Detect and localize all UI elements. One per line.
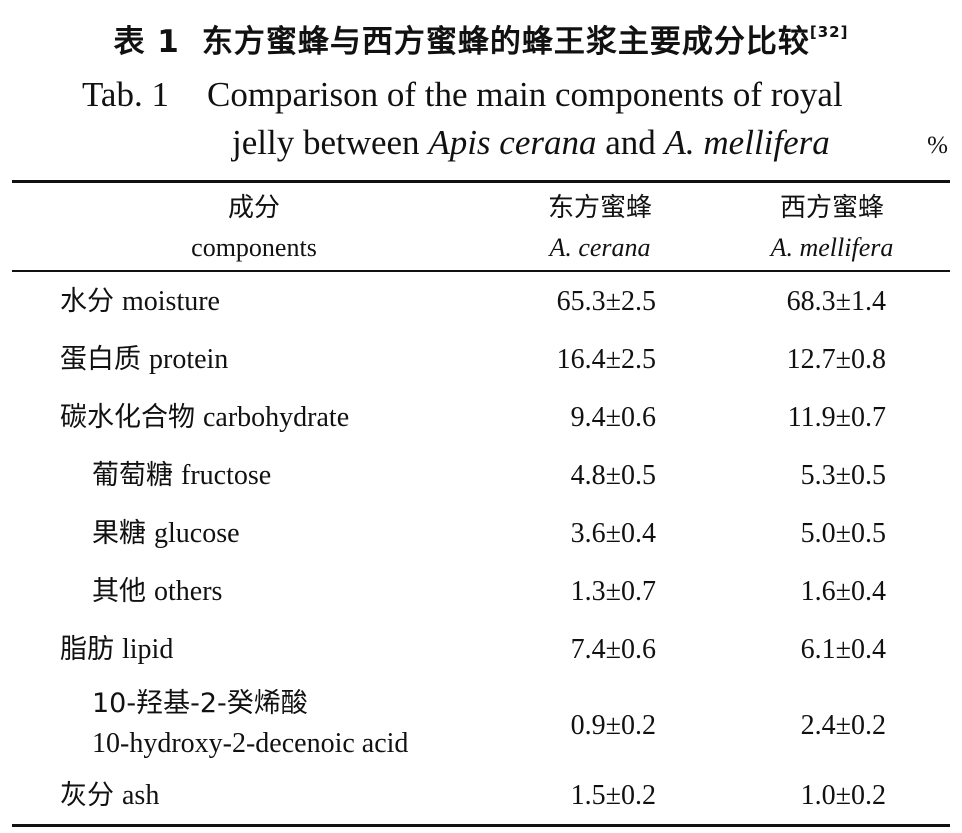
- column-header-mellifera: 西方蜜蜂 A. mellifera: [742, 188, 922, 268]
- cell-cerana-value: 16.4±2.5: [556, 344, 656, 375]
- table-title-english-line2: jelly between Apis cerana and A. mellife…: [232, 118, 830, 168]
- cell-mellifera-value: 5.3±0.5: [800, 460, 886, 491]
- row-label-en: moisture: [122, 286, 220, 317]
- cell-mellifera-value: 68.3±1.4: [786, 286, 886, 317]
- row-label-en: ash: [122, 780, 160, 811]
- cell-cerana-value: 4.8±0.5: [570, 460, 656, 491]
- cell-mellifera-value: 6.1±0.4: [800, 634, 886, 665]
- row-label: 蛋白质 protein: [60, 340, 228, 380]
- cell-cerana-value: 9.4±0.6: [570, 402, 656, 433]
- cell-mellifera-value: 11.9±0.7: [787, 402, 886, 433]
- reference-citation: [32]: [809, 23, 849, 41]
- column-header-components-en: components: [191, 233, 317, 262]
- row-label: 水分 moisture: [60, 282, 220, 322]
- cell-mellifera-value: 2.4±0.2: [800, 710, 886, 741]
- row-label-cn: 灰分: [60, 780, 114, 811]
- row-label-en: fructose: [181, 460, 272, 491]
- row-label-en: carbohydrate: [203, 402, 350, 433]
- table-number-en: Tab. 1: [82, 75, 169, 114]
- unit-label: %: [927, 132, 948, 159]
- row-label-cn: 蛋白质: [60, 344, 141, 375]
- column-header-mellifera-latin: A. mellifera: [770, 233, 894, 262]
- row-label-cn: 10-羟基-2-癸烯酸: [92, 688, 308, 719]
- row-label: 葡萄糖 fructose: [92, 456, 271, 496]
- table-top-rule: [12, 180, 950, 183]
- title-en-line2-part: jelly between: [232, 123, 429, 162]
- cell-cerana-value: 7.4±0.6: [570, 634, 656, 665]
- row-label: 其他 others: [92, 572, 222, 612]
- cell-cerana-value: 65.3±2.5: [556, 286, 656, 317]
- species-name-cerana: Apis cerana: [428, 123, 597, 162]
- row-label-cn: 果糖: [92, 518, 146, 549]
- row-label: 碳水化合物 carbohydrate: [60, 398, 349, 438]
- table-header-rule: [12, 270, 950, 272]
- cell-cerana-value: 0.9±0.2: [570, 710, 656, 741]
- column-header-components: 成分 components: [140, 188, 368, 268]
- table-bottom-rule: [12, 824, 950, 827]
- table-number-cn: 表 1: [113, 24, 180, 60]
- row-label-cn: 水分: [60, 286, 114, 317]
- cell-cerana-value: 1.5±0.2: [570, 780, 656, 811]
- row-label: 脂肪 lipid: [60, 630, 173, 670]
- row-label-cn: 碳水化合物: [60, 402, 195, 433]
- column-header-cerana: 东方蜜蜂 A. cerana: [510, 188, 690, 268]
- title-en-line2-and: and: [596, 123, 665, 162]
- row-label-cn: 其他: [92, 576, 146, 607]
- row-label-en: glucose: [154, 518, 240, 549]
- table-title-en-line1-text: Comparison of the main components of roy…: [206, 75, 843, 114]
- row-label-en: others: [154, 576, 223, 607]
- row-label: 10-羟基-2-癸烯酸 10-hydroxy-2-decenoic acid: [92, 684, 408, 764]
- column-header-cerana-cn: 东方蜜蜂: [547, 193, 652, 223]
- row-label-en: 10-hydroxy-2-decenoic acid: [92, 728, 409, 759]
- species-name-mellifera: A. mellifera: [664, 123, 830, 162]
- table-title-english-line1: Tab. 1 Comparison of the main components …: [82, 70, 843, 120]
- cell-cerana-value: 1.3±0.7: [570, 576, 656, 607]
- cell-mellifera-value: 5.0±0.5: [800, 518, 886, 549]
- table-title-cn-text: 东方蜜蜂与西方蜜蜂的蜂王浆主要成分比较: [201, 24, 810, 60]
- row-label-en: protein: [149, 344, 229, 375]
- cell-mellifera-value: 1.6±0.4: [800, 576, 886, 607]
- row-label: 灰分 ash: [60, 776, 159, 816]
- row-label: 果糖 glucose: [92, 514, 240, 554]
- row-label-cn: 脂肪: [60, 634, 114, 665]
- column-header-mellifera-cn: 西方蜜蜂: [779, 193, 884, 223]
- column-header-cerana-latin: A. cerana: [549, 233, 651, 262]
- row-label-cn: 葡萄糖: [92, 460, 173, 491]
- table-title-chinese: 表 1 东方蜜蜂与西方蜜蜂的蜂王浆主要成分比较[32]: [0, 10, 962, 64]
- row-label-en: lipid: [122, 634, 174, 665]
- cell-mellifera-value: 12.7±0.8: [786, 344, 886, 375]
- cell-cerana-value: 3.6±0.4: [570, 518, 656, 549]
- column-header-components-cn: 成分: [227, 193, 280, 223]
- cell-mellifera-value: 1.0±0.2: [800, 780, 886, 811]
